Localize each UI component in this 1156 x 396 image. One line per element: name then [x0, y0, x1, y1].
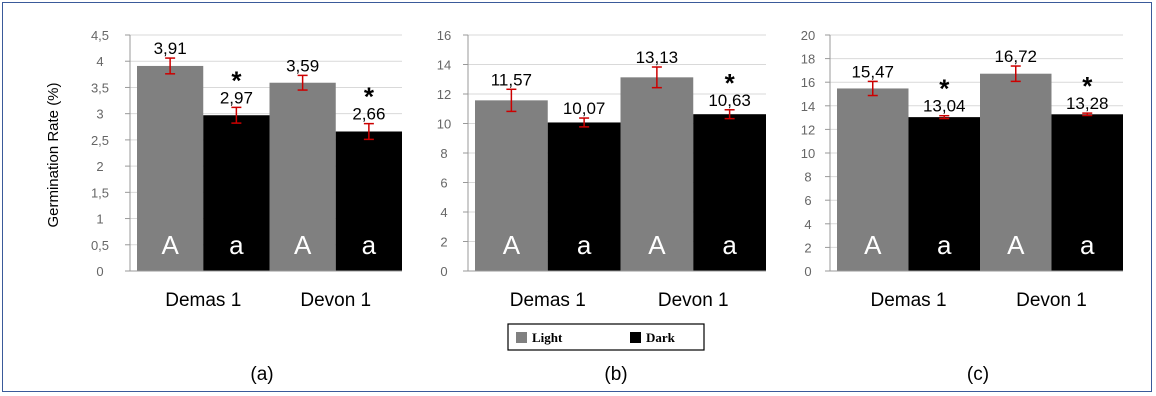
- bar-light: [837, 88, 909, 271]
- y-tick-label: 4: [804, 217, 811, 232]
- y-tick-label: 2,5: [91, 133, 109, 148]
- group-letter: A: [648, 230, 666, 260]
- y-axis-label: Germination Rate (%): [45, 82, 62, 227]
- y-tick-label: 3: [96, 107, 103, 122]
- y-tick-label: 12: [437, 87, 451, 102]
- data-label: 2,97: [220, 88, 253, 107]
- y-tick-label: 0,5: [91, 238, 109, 253]
- group-letter: a: [362, 230, 377, 260]
- y-tick-label: 10: [801, 146, 815, 161]
- y-tick-label: 2: [804, 240, 811, 255]
- bar-light: [980, 73, 1052, 271]
- bar-light: [475, 100, 548, 271]
- y-tick-label: 0: [804, 264, 811, 279]
- data-label: 3,91: [154, 39, 187, 58]
- bar-dark: [908, 117, 980, 272]
- data-label: 16,72: [994, 47, 1037, 66]
- bar-dark: [203, 115, 270, 272]
- y-tick-label: 3,5: [91, 80, 109, 95]
- group-letter: A: [503, 230, 521, 260]
- y-tick-label: 12: [801, 122, 815, 137]
- x-category-label: Devon 1: [1016, 290, 1087, 311]
- bar-dark: [547, 122, 621, 271]
- legend-label-dark: Dark: [646, 330, 676, 345]
- group-letter: A: [161, 230, 179, 260]
- data-label: 13,13: [636, 48, 679, 67]
- y-tick-label: 16: [801, 75, 815, 90]
- significance-star: *: [364, 82, 375, 112]
- panel-label: (b): [604, 364, 627, 385]
- legend-box: [507, 323, 705, 351]
- panel-label: (a): [250, 364, 273, 385]
- x-category-label: Demas 1: [510, 290, 586, 311]
- data-label: 13,28: [1066, 94, 1109, 113]
- legend: Light Dark: [507, 323, 705, 351]
- bar-light: [620, 77, 694, 272]
- group-letter: a: [229, 230, 244, 260]
- group-letter: a: [722, 230, 737, 260]
- data-label: 13,04: [923, 97, 966, 116]
- y-tick-label: 10: [437, 117, 451, 132]
- significance-star: *: [1082, 71, 1093, 101]
- y-tick-label: 4: [96, 54, 103, 69]
- y-tick-label: 1: [96, 212, 103, 227]
- x-category-label: Demas 1: [165, 290, 241, 311]
- bar-dark: [1051, 114, 1123, 272]
- y-tick-label: 4,5: [91, 28, 109, 43]
- y-tick-label: 18: [801, 52, 815, 67]
- x-category-label: Devon 1: [300, 290, 371, 311]
- x-category-label: Demas 1: [870, 290, 946, 311]
- y-tick-label: 20: [801, 28, 815, 43]
- group-letter: a: [577, 230, 592, 260]
- legend-swatch-light: [516, 332, 527, 343]
- data-label: 15,47: [851, 62, 894, 81]
- y-tick-label: 6: [804, 193, 811, 208]
- y-tick-label: 2: [440, 235, 447, 250]
- data-label: 10,63: [708, 91, 751, 110]
- group-letter: A: [1007, 230, 1025, 260]
- significance-star: *: [725, 68, 736, 98]
- bar-light: [269, 82, 336, 271]
- data-label: 3,59: [286, 56, 319, 75]
- bar-light: [137, 65, 204, 271]
- significance-star: *: [231, 65, 242, 95]
- y-tick-label: 8: [804, 170, 811, 185]
- group-letter: a: [937, 230, 952, 260]
- y-tick-label: 6: [440, 176, 447, 191]
- data-label: 10,07: [563, 99, 606, 118]
- bar-dark: [693, 114, 766, 272]
- group-letter: A: [294, 230, 312, 260]
- group-letter: a: [1080, 230, 1095, 260]
- y-tick-label: 16: [437, 28, 451, 43]
- legend-label-light: Light: [532, 330, 563, 345]
- y-tick-label: 1,5: [91, 185, 109, 200]
- y-tick-label: 0: [440, 264, 447, 279]
- y-tick-label: 8: [440, 146, 447, 161]
- y-tick-label: 2: [96, 159, 103, 174]
- y-tick-label: 14: [437, 58, 451, 73]
- bar-dark: [335, 131, 402, 271]
- y-tick-label: 4: [440, 205, 447, 220]
- x-category-label: Devon 1: [658, 290, 729, 311]
- y-tick-label: 0: [96, 264, 103, 279]
- data-label: 2,66: [352, 105, 385, 124]
- y-tick-label: 14: [801, 99, 815, 114]
- legend-swatch-dark: [630, 332, 641, 343]
- panel-b: 0 2 4 6 8 10 12 14 16 11,57 A 10,07 a Demas 1 13,13 A 10…: [437, 28, 766, 385]
- panel-label: (c): [967, 364, 989, 385]
- data-label: 11,57: [491, 70, 532, 89]
- significance-star: *: [939, 74, 950, 104]
- group-letter: A: [864, 230, 882, 260]
